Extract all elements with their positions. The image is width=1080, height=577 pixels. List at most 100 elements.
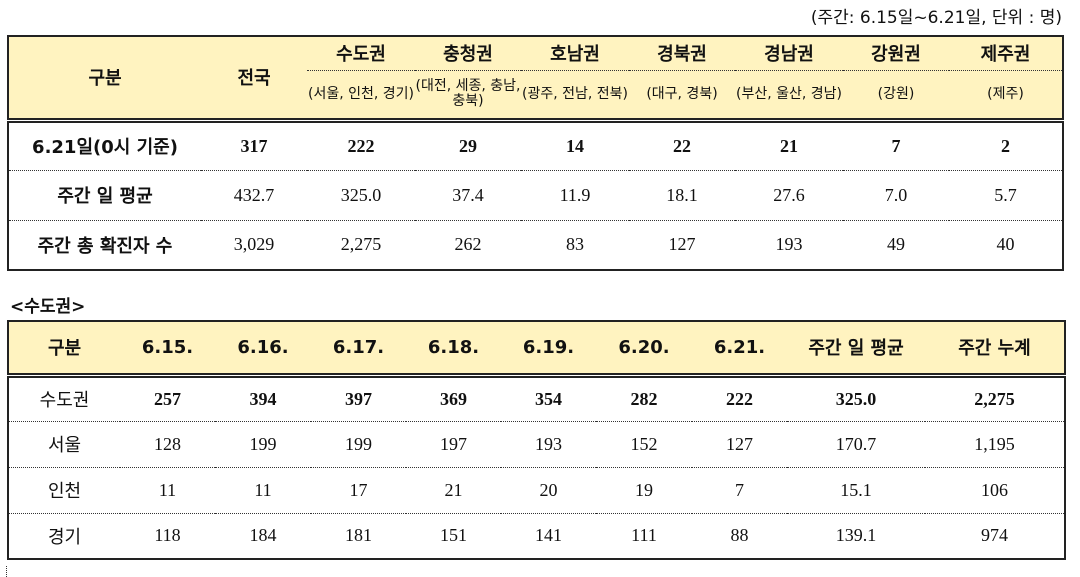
cell: 257 bbox=[120, 375, 215, 422]
cell: 11.9 bbox=[521, 170, 629, 221]
cell: 7 bbox=[843, 120, 949, 171]
row-label: 경기 bbox=[47, 526, 82, 548]
unit-note: (주간: 6.15일~6.21일, 단위 : 명) bbox=[810, 8, 1062, 28]
cell: 170.7 bbox=[787, 421, 925, 468]
cell: 7 bbox=[692, 467, 787, 514]
header-cell: 6.17. bbox=[311, 321, 406, 378]
cell: 193 bbox=[501, 421, 596, 468]
cell: 152 bbox=[596, 421, 692, 468]
cell: 118 bbox=[154, 525, 181, 546]
table-row: 서울 128 199 199 197 193 152 127 170.7 1,1… bbox=[8, 421, 1065, 468]
header-national: 전국 bbox=[201, 36, 307, 123]
row-label: 인천 bbox=[8, 467, 120, 514]
cell: 139.1 bbox=[835, 525, 877, 546]
cell: 397 bbox=[311, 375, 406, 422]
cell: 199 bbox=[311, 421, 406, 468]
cell: 83 bbox=[566, 234, 584, 255]
row-label: 서울 bbox=[8, 421, 120, 468]
cell: 184 bbox=[249, 525, 277, 546]
cell: 11 bbox=[215, 467, 311, 514]
cell: 282 bbox=[596, 375, 692, 422]
cell: 14 bbox=[521, 120, 629, 171]
header-cell: 6.21. bbox=[692, 321, 787, 378]
table-row: 6.21일(0시 기준) 317 222 29 14 22 21 7 2 bbox=[8, 120, 1063, 171]
header-region-name: 충청권 bbox=[415, 36, 521, 71]
header-cell: 6.20. bbox=[596, 321, 692, 378]
header-cell: 6.19. bbox=[501, 321, 596, 378]
cell: 141 bbox=[535, 525, 562, 546]
cell: 2,275 bbox=[340, 234, 382, 255]
cell: 199 bbox=[215, 421, 311, 468]
table-row: 주간 총 확진자 수 3,029 2,275 262 83 127 193 49… bbox=[8, 220, 1063, 270]
cell: 1,195 bbox=[925, 421, 1065, 468]
regional-summary-table: 구분 전국 수도권 충청권 호남권 경북권 경남권 강원권 제주권 (서울, 인… bbox=[7, 35, 1064, 271]
cell: 111 bbox=[631, 525, 657, 546]
row-label: 6.21일(0시 기준) bbox=[8, 120, 201, 171]
cell: 19 bbox=[596, 467, 692, 514]
row-label: 주간 일 평균 bbox=[8, 170, 201, 221]
header-cell: 6.15. bbox=[120, 321, 215, 378]
header-region-name: 수도권 bbox=[307, 36, 415, 71]
header-cell: 주간 누계 bbox=[925, 321, 1065, 378]
cell: 181 bbox=[345, 525, 372, 546]
header-region-name: 경북권 bbox=[629, 36, 735, 71]
cell: 40 bbox=[996, 234, 1015, 255]
cell: 17 bbox=[311, 467, 406, 514]
header-region-name: 강원권 bbox=[843, 36, 949, 71]
row-label: 수도권 bbox=[8, 375, 120, 422]
cell: 197 bbox=[406, 421, 501, 468]
cell: 128 bbox=[120, 421, 215, 468]
cell: 369 bbox=[406, 375, 501, 422]
table-row: 수도권 257 394 397 369 354 282 222 325.0 2,… bbox=[8, 375, 1065, 422]
cell: 18.1 bbox=[629, 170, 735, 221]
cell: 29 bbox=[415, 120, 521, 171]
table-row: 인천 11 11 17 21 20 19 7 15.1 106 bbox=[8, 467, 1065, 514]
section-title: <수도권> bbox=[10, 297, 86, 317]
cell: 127 bbox=[692, 421, 787, 468]
cell: 262 bbox=[454, 234, 482, 255]
cell: 325.0 bbox=[307, 170, 415, 221]
continuation-line bbox=[6, 566, 8, 577]
cell: 5.7 bbox=[949, 170, 1063, 221]
cell: 222 bbox=[307, 120, 415, 171]
header-cell: 주간 일 평균 bbox=[787, 321, 925, 378]
header-region-sub: (대전, 세종, 충남, 충북) bbox=[415, 70, 521, 123]
cell: 354 bbox=[501, 375, 596, 422]
cell: 2,275 bbox=[925, 375, 1065, 422]
header-region-sub: (제주) bbox=[949, 70, 1063, 123]
cell: 2 bbox=[949, 120, 1063, 171]
cell: 11 bbox=[120, 467, 215, 514]
header-region-sub: (광주, 전남, 전북) bbox=[521, 70, 629, 123]
cell: 974 bbox=[981, 525, 1008, 546]
header-region-name: 제주권 bbox=[949, 36, 1063, 71]
header-cell: 6.18. bbox=[406, 321, 501, 378]
header-region-name: 호남권 bbox=[521, 36, 629, 71]
capital-area-daily-table: 구분 6.15. 6.16. 6.17. 6.18. 6.19. 6.20. 6… bbox=[7, 320, 1066, 560]
header-region-sub: (대구, 경북) bbox=[629, 70, 735, 123]
cell: 27.6 bbox=[735, 170, 843, 221]
cell: 432.7 bbox=[201, 170, 307, 221]
header-region-sub: (강원) bbox=[843, 70, 949, 123]
cell: 151 bbox=[440, 525, 467, 546]
header-cell: 구분 bbox=[8, 321, 120, 378]
table-row: 주간 일 평균 432.7 325.0 37.4 11.9 18.1 27.6 … bbox=[8, 170, 1063, 221]
cell: 21 bbox=[406, 467, 501, 514]
cell: 127 bbox=[668, 234, 696, 255]
cell: 394 bbox=[215, 375, 311, 422]
cell: 3,029 bbox=[233, 234, 275, 255]
cell: 317 bbox=[201, 120, 307, 171]
table-header-row: 구분 6.15. 6.16. 6.17. 6.18. 6.19. 6.20. 6… bbox=[8, 321, 1065, 378]
header-region-sub: (부산, 울산, 경남) bbox=[735, 70, 843, 123]
cell: 222 bbox=[692, 375, 787, 422]
cell: 21 bbox=[735, 120, 843, 171]
cell: 7.0 bbox=[843, 170, 949, 221]
cell: 49 bbox=[887, 234, 905, 255]
cell: 193 bbox=[775, 234, 803, 255]
cell: 106 bbox=[925, 467, 1065, 514]
header-region-sub: (서울, 인천, 경기) bbox=[307, 70, 415, 123]
cell: 325.0 bbox=[787, 375, 925, 422]
table-row: 경기 118 184 181 151 141 111 88 139.1 974 bbox=[8, 513, 1065, 559]
header-region-name: 경남권 bbox=[735, 36, 843, 71]
header-cell: 6.16. bbox=[215, 321, 311, 378]
header-category: 구분 bbox=[8, 36, 201, 123]
